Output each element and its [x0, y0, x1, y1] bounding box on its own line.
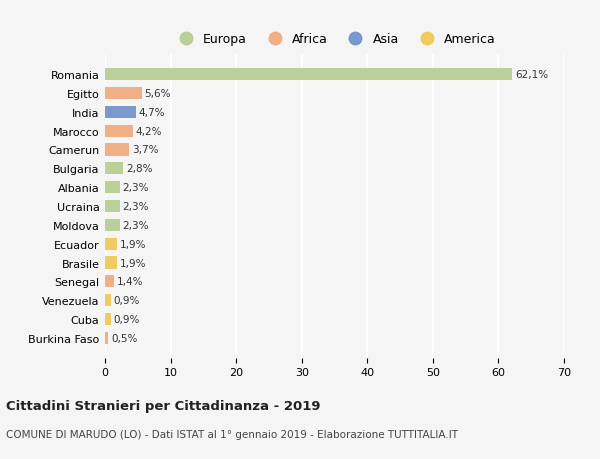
Text: 5,6%: 5,6%	[145, 89, 171, 99]
Bar	[105, 163, 124, 175]
Bar	[105, 257, 118, 269]
Text: 1,4%: 1,4%	[117, 277, 143, 287]
Text: Cittadini Stranieri per Cittadinanza - 2019: Cittadini Stranieri per Cittadinanza - 2…	[6, 399, 320, 412]
Legend: Europa, Africa, Asia, America: Europa, Africa, Asia, America	[173, 33, 496, 46]
Bar	[105, 313, 111, 325]
Bar	[105, 238, 118, 250]
Bar	[105, 182, 120, 194]
Text: 0,9%: 0,9%	[113, 314, 140, 325]
Text: 2,3%: 2,3%	[123, 202, 149, 212]
Text: 2,3%: 2,3%	[123, 183, 149, 193]
Bar	[105, 69, 512, 81]
Bar	[105, 276, 114, 288]
Text: 4,2%: 4,2%	[135, 126, 161, 136]
Text: 0,9%: 0,9%	[113, 296, 140, 306]
Bar	[105, 106, 136, 119]
Bar	[105, 125, 133, 137]
Text: 2,3%: 2,3%	[123, 220, 149, 230]
Text: 0,5%: 0,5%	[111, 333, 137, 343]
Text: 2,8%: 2,8%	[126, 164, 152, 174]
Bar	[105, 144, 129, 156]
Text: 4,7%: 4,7%	[139, 107, 165, 118]
Text: 1,9%: 1,9%	[120, 239, 146, 249]
Bar	[105, 332, 108, 344]
Text: 3,7%: 3,7%	[132, 145, 158, 155]
Bar	[105, 201, 120, 213]
Bar	[105, 294, 111, 307]
Bar	[105, 219, 120, 231]
Text: 62,1%: 62,1%	[515, 70, 548, 80]
Text: COMUNE DI MARUDO (LO) - Dati ISTAT al 1° gennaio 2019 - Elaborazione TUTTITALIA.: COMUNE DI MARUDO (LO) - Dati ISTAT al 1°…	[6, 429, 458, 439]
Text: 1,9%: 1,9%	[120, 258, 146, 268]
Bar	[105, 88, 142, 100]
